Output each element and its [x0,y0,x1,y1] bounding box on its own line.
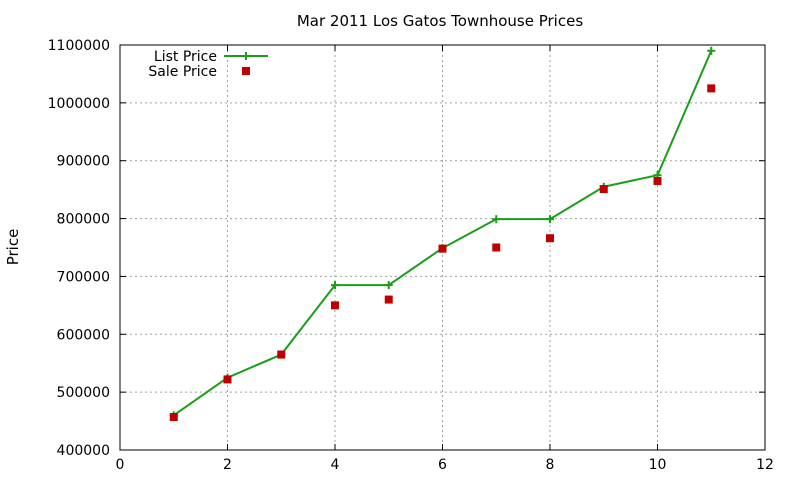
legend: List Price Sale Price [148,49,268,80]
legend-marker-sale-price [242,67,250,75]
x-tick-label: 8 [546,457,555,473]
data-point-list-price [331,281,339,290]
legend-sample-sale-price [242,67,250,75]
data-point-sale-price [438,244,447,253]
y-tick-label: 400000 [57,443,110,459]
y-tick-label: 1100000 [48,38,110,54]
y-axis-label: Price [4,229,22,266]
data-point-sale-price [492,243,501,252]
data-point-list-price [492,215,501,224]
x-tick-label: 4 [331,457,340,473]
y-tick-label: 500000 [57,385,110,401]
data-point-list-price [384,281,393,290]
y-tick-label: 900000 [57,154,110,170]
data-point-list-price [707,46,716,55]
x-tick-labels: 0 2 4 6 8 10 12 [116,457,774,473]
x-tick-label: 2 [223,457,232,473]
legend-marker-list-price [242,52,250,60]
data-point-list-price [546,215,554,224]
y-tick-label: 1000000 [48,96,110,112]
data-point-sale-price [653,176,662,185]
y-tick-label: 700000 [57,269,110,285]
data-point-sale-price [546,234,554,243]
data-point-sale-price [223,375,232,384]
legend-label-sale-price: Sale Price [148,64,217,80]
data-series [169,46,716,422]
data-point-sale-price [599,185,608,194]
y-tick-labels: 400000 500000 600000 700000 800000 900000 1000… [48,38,110,459]
chart-title: Mar 2011 Los Gatos Townhouse Prices [297,12,583,30]
data-point-sale-price [384,295,393,304]
y-tick-label: 800000 [57,212,110,228]
legend-sample-list-price [224,52,268,60]
y-tick-label: 600000 [57,327,110,343]
data-point-sale-price [331,301,339,310]
data-point-sale-price [707,84,716,93]
data-point-sale-price [277,350,286,359]
legend-label-list-price: List Price [154,49,217,65]
x-tick-label: 12 [756,457,774,473]
x-tick-label: 10 [649,457,667,473]
x-tick-label: 0 [116,457,125,473]
x-tick-label: 6 [438,457,447,473]
data-point-sale-price [169,413,178,422]
axis-ticks [119,44,766,451]
